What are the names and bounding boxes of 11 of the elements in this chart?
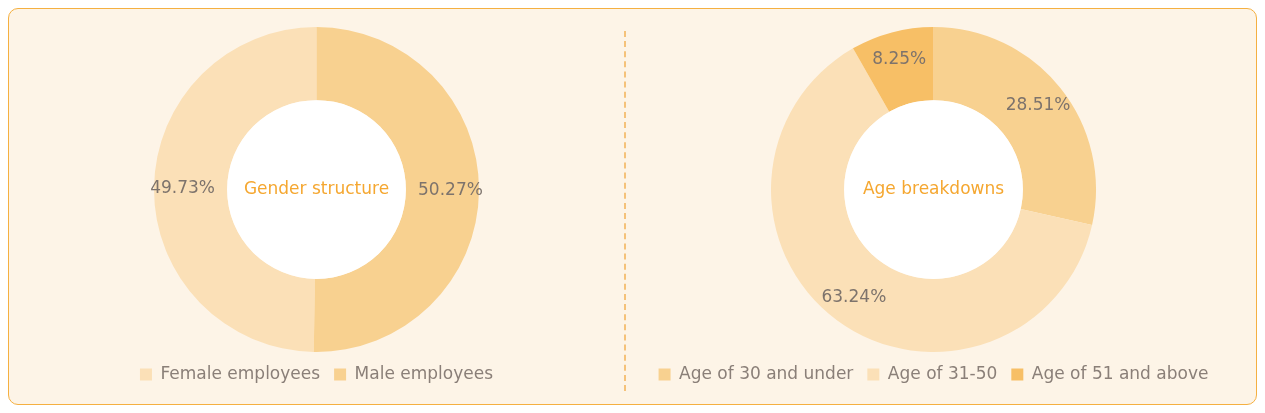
data-label: 63.24% [821,285,887,306]
legend-label: Female employees [160,362,321,383]
text: Gender structure [243,177,390,198]
data-label: 8.25% [872,48,927,69]
data-label: 28.51% [1005,94,1071,115]
legend-label: Age of 51 and above [1031,362,1209,383]
text: Age breakdowns [862,177,1005,198]
legend-label: Age of 30 and under [679,362,854,383]
data-label: 49.73% [150,176,215,197]
legend-label: Age of 31-50 [887,362,998,383]
legend-label: Male employees [354,362,494,383]
